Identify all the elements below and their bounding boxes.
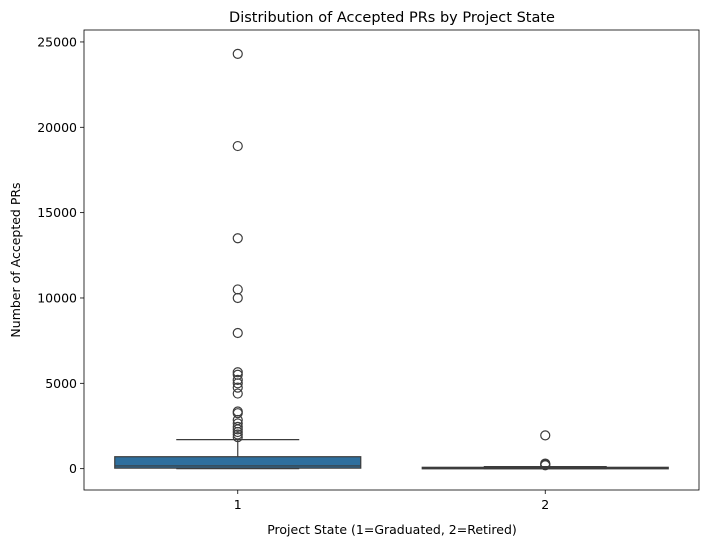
outlier-point — [232, 424, 243, 435]
outlier-point — [232, 421, 243, 432]
outlier-point — [232, 367, 243, 378]
y-tick-label: 5000 — [45, 376, 77, 391]
iqr-box — [114, 456, 362, 469]
x-axis-label: Project State (1=Graduated, 2=Retired) — [267, 522, 517, 537]
chart-title: Distribution of Accepted PRs by Project … — [229, 10, 555, 26]
y-tick-label: 0 — [69, 461, 77, 476]
y-tick-label: 15000 — [37, 205, 77, 220]
outlier-point — [232, 48, 243, 59]
outlier-point — [232, 388, 243, 399]
outlier-point — [232, 327, 243, 339]
plot-frame — [83, 29, 700, 491]
y-tick-label: 20000 — [37, 120, 77, 135]
y-axis-label: Number of Accepted PRs — [8, 182, 23, 337]
outlier-point — [232, 292, 243, 304]
outlier-point — [540, 430, 551, 441]
plot-area — [114, 48, 669, 471]
y-tick-label: 25000 — [37, 34, 77, 49]
outlier-point — [232, 378, 243, 389]
outlier-point — [232, 374, 243, 386]
outlier-point — [232, 233, 243, 244]
y-axis: 0 5000 10000 15000 20000 25000 — [37, 34, 84, 476]
x-tick-label: 1 — [234, 497, 242, 512]
outlier-point — [232, 408, 243, 419]
box-group-2 — [421, 430, 669, 471]
outlier-point — [232, 382, 243, 393]
outlier-point — [232, 429, 243, 440]
outlier-point — [232, 426, 243, 438]
outlier-point — [232, 140, 243, 152]
y-tick-label: 10000 — [37, 290, 77, 305]
box-group-1 — [114, 48, 362, 470]
outlier-point — [232, 284, 243, 295]
x-tick-label: 2 — [541, 497, 549, 512]
outlier-point — [540, 460, 551, 471]
outlier-point — [232, 431, 243, 443]
